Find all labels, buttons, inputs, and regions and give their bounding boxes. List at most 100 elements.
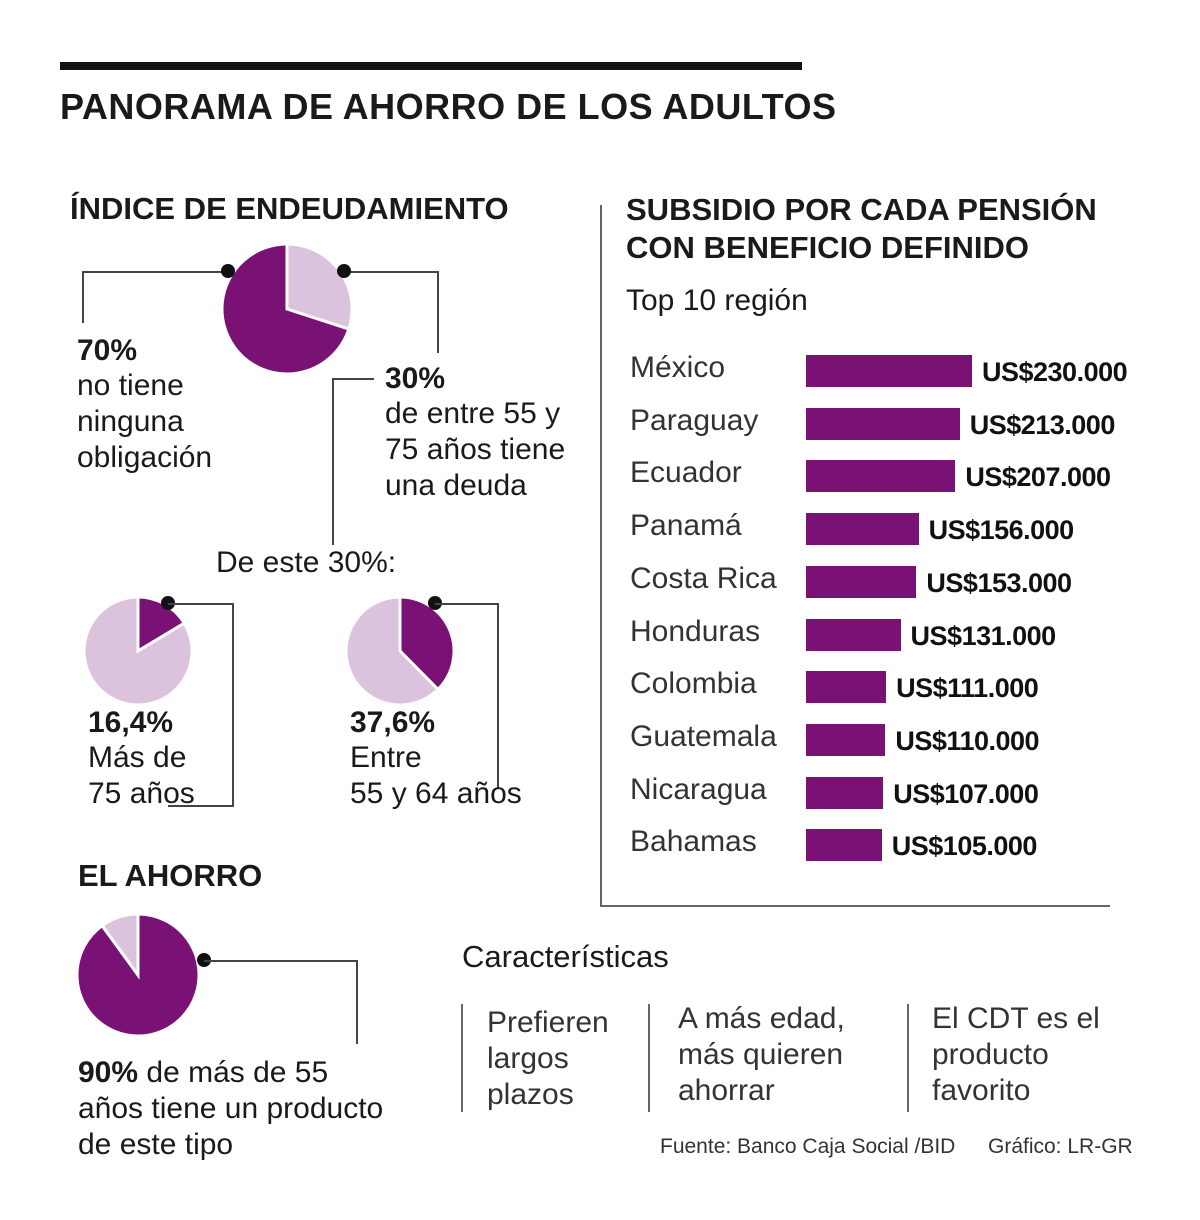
bar bbox=[806, 565, 917, 598]
pct-savings: 90% bbox=[78, 1056, 139, 1089]
debt-with-obligation: 30% de entre 55 y 75 años tiene una deud… bbox=[385, 362, 565, 504]
subsidy-title: SUBSIDIO POR CADA PENSIÓN CON BENEFICIO … bbox=[626, 191, 1097, 267]
no-obligation-line-3: obligación bbox=[77, 441, 213, 474]
bar-category-label: México bbox=[630, 351, 726, 384]
older-line-2: 75 años bbox=[88, 777, 195, 810]
with-debt-line-3: una deuda bbox=[385, 469, 527, 502]
bar-category-label: Paraguay bbox=[630, 403, 759, 437]
bar bbox=[806, 618, 901, 651]
no-obligation-line-2: ninguna bbox=[77, 405, 184, 438]
page-title: PANORAMA DE AHORRO DE LOS ADULTOS bbox=[60, 86, 837, 127]
debt-section-title: ÍNDICE DE ENDEUDAMIENTO bbox=[70, 191, 509, 226]
savings-line-2: años tiene un producto bbox=[78, 1092, 384, 1125]
bar bbox=[806, 355, 972, 387]
connector-older bbox=[168, 603, 234, 807]
savings-description: 90% de más de 55 años tiene un producto … bbox=[78, 1055, 478, 1163]
pct-30: 30% bbox=[385, 362, 446, 395]
subsidy-title-line-1: SUBSIDIO POR CADA PENSIÓN bbox=[626, 192, 1097, 227]
bar bbox=[806, 513, 919, 546]
char-1-line-1: Prefieren bbox=[487, 1006, 609, 1039]
bar-value-label: US$131.000 bbox=[910, 620, 1057, 651]
debt-pie-chart bbox=[220, 242, 354, 376]
bar-value-label: US$153.000 bbox=[926, 567, 1072, 598]
middle-pie-chart bbox=[344, 595, 456, 707]
no-obligation-line-1: no tiene bbox=[77, 369, 184, 402]
bar-category-label: Guatemala bbox=[630, 719, 777, 753]
char-3-line-1: El CDT es el bbox=[932, 1002, 1100, 1035]
subsidy-subtitle: Top 10 región bbox=[626, 284, 808, 317]
bar-category-label: Ecuador bbox=[630, 456, 742, 490]
savings-pie-chart bbox=[75, 912, 201, 1038]
connector-middle bbox=[435, 603, 499, 788]
bar bbox=[806, 460, 956, 493]
bar-value-label: US$105.000 bbox=[891, 831, 1038, 862]
older-line-1: Más de bbox=[88, 741, 187, 774]
bar bbox=[806, 671, 887, 704]
char-3-line-2: producto bbox=[932, 1038, 1049, 1071]
savings-line-3: de este tipo bbox=[78, 1128, 234, 1161]
middle-line-2: 55 y 64 años bbox=[350, 777, 522, 810]
char-item-1: Prefieren largos plazos bbox=[487, 1005, 609, 1113]
source-note: Fuente: Banco Caja Social /BID bbox=[660, 1135, 956, 1158]
char-item-3: El CDT es el producto favorito bbox=[932, 1001, 1100, 1109]
middle-group: 37,6% Entre 55 y 64 años bbox=[350, 706, 522, 812]
pie-slice-middle bbox=[398, 595, 456, 692]
pie-slice-savings bbox=[75, 912, 201, 1038]
pct-70: 70% bbox=[77, 334, 138, 367]
debt-no-obligation: 70% no tiene ninguna obligación bbox=[77, 334, 212, 476]
savings-line-1: de más de 55 bbox=[138, 1056, 329, 1089]
with-debt-line-1: de entre 55 y bbox=[385, 397, 561, 430]
bar-category-label: Panamá bbox=[630, 509, 742, 543]
char-2-line-3: ahorrar bbox=[678, 1074, 775, 1107]
char-rule-2 bbox=[648, 1004, 650, 1112]
pct-older: 16,4% bbox=[88, 706, 174, 739]
pie-slice-no-debt bbox=[220, 242, 351, 376]
connector-dot-30 bbox=[337, 264, 351, 278]
char-3-line-3: favorito bbox=[932, 1074, 1031, 1107]
bar-value-label: US$230.000 bbox=[982, 357, 1128, 387]
bar-category-label: Honduras bbox=[630, 614, 761, 648]
connector-70 bbox=[82, 271, 230, 323]
bar bbox=[806, 723, 886, 756]
pie-slice-older-rest bbox=[82, 595, 194, 707]
bar-value-label: US$111.000 bbox=[896, 673, 1039, 704]
pie-slice-savings-rest bbox=[100, 912, 140, 980]
pie-slice-middle-rest bbox=[344, 595, 441, 707]
char-item-2: A más edad, más quieren ahorrar bbox=[678, 1001, 845, 1109]
older-pie-chart bbox=[82, 595, 194, 707]
connector-dot-70 bbox=[221, 264, 235, 278]
pct-middle: 37,6% bbox=[350, 706, 436, 739]
characteristics-title: Características bbox=[462, 939, 669, 974]
bar-value-label: US$110.000 bbox=[895, 725, 1040, 756]
char-2-line-2: más quieren bbox=[678, 1038, 844, 1071]
subsidy-left-rule bbox=[600, 205, 602, 907]
char-2-line-1: A más edad, bbox=[678, 1002, 845, 1035]
bar bbox=[806, 776, 884, 809]
bar-category-label: Bahamas bbox=[630, 825, 757, 859]
char-1-line-3: plazos bbox=[487, 1078, 574, 1111]
bar-value-label: US$213.000 bbox=[969, 409, 1116, 440]
bar-category-label: Colombia bbox=[630, 667, 757, 701]
bar bbox=[806, 407, 960, 440]
connector-30-sub bbox=[332, 378, 374, 545]
bar-value-label: US$207.000 bbox=[965, 462, 1111, 493]
char-rule-1 bbox=[461, 1004, 463, 1112]
char-1-line-2: largos bbox=[487, 1042, 569, 1075]
connector-savings bbox=[204, 960, 358, 1044]
bar-value-label: US$156.000 bbox=[928, 515, 1075, 546]
savings-section-title: EL AHORRO bbox=[78, 858, 263, 893]
credit-note: Gráfico: LR-GR bbox=[988, 1135, 1133, 1158]
char-rule-3 bbox=[907, 1004, 909, 1112]
bar-category-label: Costa Rica bbox=[630, 561, 777, 595]
connector-30 bbox=[344, 271, 439, 353]
sub-breakdown-title: De este 30%: bbox=[216, 546, 397, 579]
header-rule bbox=[60, 62, 802, 70]
middle-line-1: Entre bbox=[350, 741, 422, 774]
bar bbox=[806, 829, 882, 862]
older-group: 16,4% Más de 75 años bbox=[88, 706, 195, 812]
with-debt-line-2: 75 años tiene bbox=[385, 433, 566, 466]
bar-category-label: Nicaragua bbox=[630, 772, 767, 806]
bar-value-label: US$107.000 bbox=[893, 778, 1039, 809]
subsidy-title-line-2: CON BENEFICIO DEFINIDO bbox=[626, 230, 1030, 265]
subsidy-bottom-rule bbox=[600, 905, 1110, 907]
